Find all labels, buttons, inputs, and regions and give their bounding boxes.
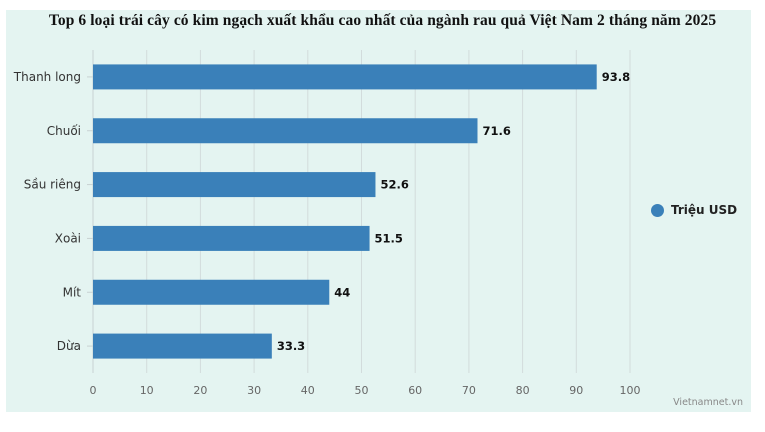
- category-labels: Thanh long Chuối Sầu riêng Xoài Mít Dừa: [13, 70, 82, 353]
- category-label-0: Thanh long: [13, 70, 81, 84]
- category-label-1: Chuối: [47, 124, 81, 138]
- value-label-1: 71.6: [482, 124, 510, 138]
- category-label-3: Xoài: [55, 231, 81, 245]
- x-tick-30: 30: [247, 384, 261, 397]
- bar-1[interactable]: [93, 118, 478, 144]
- value-label-0: 93.8: [602, 70, 630, 84]
- x-tick-labels: 0 10 20 30 40 50 60 70 80 90 100: [90, 384, 641, 397]
- category-label-5: Dừa: [57, 339, 81, 353]
- x-tick-40: 40: [301, 384, 315, 397]
- bar-0[interactable]: [93, 64, 597, 90]
- value-label-5: 33.3: [277, 339, 305, 353]
- legend-marker: [651, 203, 664, 217]
- bar-5[interactable]: [93, 333, 272, 359]
- chart-title: Top 6 loại trái cây có kim ngạch xuất kh…: [48, 12, 717, 29]
- x-tick-0: 0: [90, 384, 97, 397]
- x-tick-10: 10: [140, 384, 154, 397]
- grid-lines: [87, 50, 631, 373]
- x-tick-90: 90: [569, 384, 583, 397]
- value-label-4: 44: [334, 285, 350, 299]
- x-tick-80: 80: [516, 384, 530, 397]
- value-label-2: 52.6: [380, 178, 408, 192]
- legend-label: Triệu USD: [671, 203, 738, 217]
- value-label-3: 51.5: [375, 231, 403, 245]
- category-label-4: Mít: [63, 285, 82, 299]
- bar-2[interactable]: [93, 172, 376, 198]
- bar-4[interactable]: [93, 279, 330, 305]
- value-labels: 93.8 71.6 52.6 51.5 44 33.3: [277, 70, 630, 353]
- x-tick-20: 20: [193, 384, 207, 397]
- bar-3[interactable]: [93, 225, 370, 251]
- category-label-2: Sầu riêng: [24, 178, 81, 192]
- x-tick-70: 70: [462, 384, 476, 397]
- x-tick-100: 100: [620, 384, 641, 397]
- x-tick-60: 60: [408, 384, 422, 397]
- bars: [93, 64, 597, 359]
- x-tick-50: 50: [355, 384, 369, 397]
- source-credit: Vietnamnet.vn: [673, 397, 743, 408]
- legend[interactable]: Triệu USD: [651, 203, 737, 217]
